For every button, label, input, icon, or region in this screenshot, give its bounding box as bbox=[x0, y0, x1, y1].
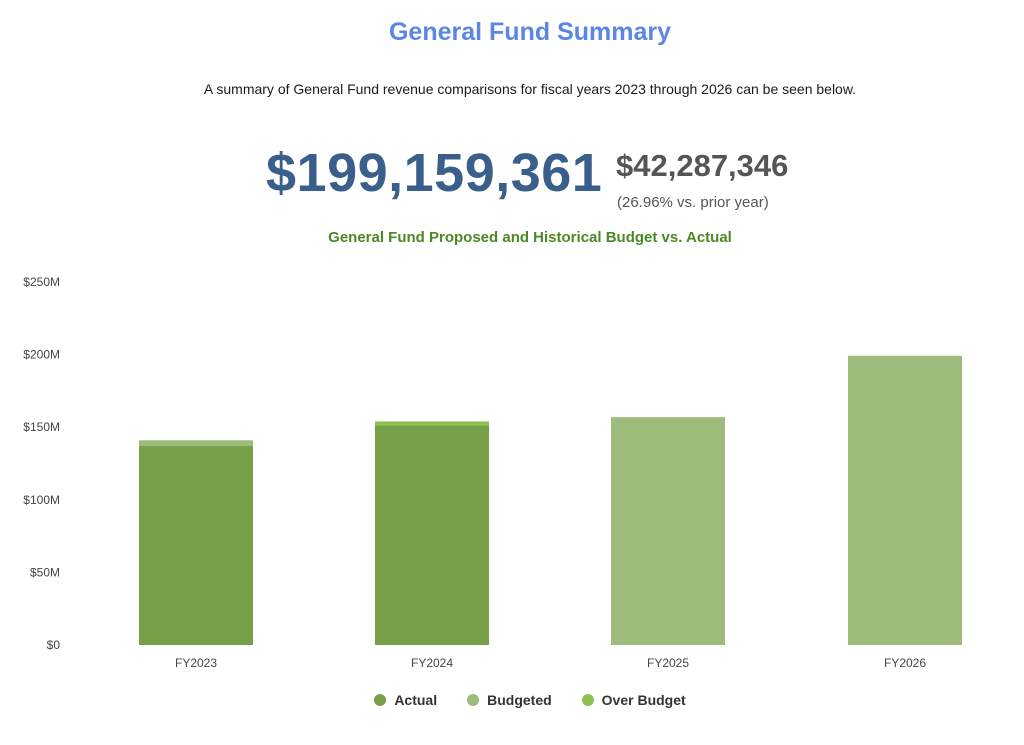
bar-budgeted bbox=[611, 417, 725, 645]
x-tick-label: FY2025 bbox=[647, 656, 689, 670]
y-tick-label: $50M bbox=[30, 565, 60, 579]
legend-swatch-budgeted bbox=[467, 694, 480, 706]
chart-legend: Actual Budgeted Over Budget bbox=[0, 692, 1024, 708]
legend-label-over-budget: Over Budget bbox=[601, 692, 686, 708]
y-tick-label: $100M bbox=[23, 493, 60, 507]
legend-item-actual[interactable]: Actual bbox=[374, 692, 437, 708]
legend-swatch-actual bbox=[374, 694, 387, 706]
chart-title: General Fund Proposed and Historical Bud… bbox=[328, 229, 732, 246]
legend-item-over-budget[interactable]: Over Budget bbox=[581, 692, 686, 708]
legend-swatch-over-budget bbox=[581, 694, 594, 706]
y-tick-label: $0 bbox=[47, 638, 61, 652]
legend-label-budgeted: Budgeted bbox=[487, 692, 552, 708]
total-amount: $199,159,361 bbox=[266, 143, 603, 203]
legend-label-actual: Actual bbox=[394, 692, 438, 708]
y-tick-label: $250M bbox=[23, 275, 60, 289]
y-tick-label: $150M bbox=[23, 420, 60, 434]
x-tick-label: FY2024 bbox=[411, 656, 453, 670]
x-tick-label: FY2026 bbox=[884, 656, 926, 670]
bar-actual bbox=[375, 425, 489, 645]
change-percent: (26.96% vs. prior year) bbox=[617, 194, 769, 211]
x-tick-label: FY2023 bbox=[175, 656, 217, 670]
change-amount: $42,287,346 bbox=[616, 148, 789, 183]
bar-budgeted bbox=[848, 355, 962, 645]
page-title: General Fund Summary bbox=[388, 18, 672, 46]
bar-actual bbox=[139, 446, 253, 645]
page-subtitle: A summary of General Fund revenue compar… bbox=[203, 81, 857, 97]
y-tick-label: $200M bbox=[23, 348, 60, 362]
legend-item-budgeted[interactable]: Budgeted bbox=[467, 692, 552, 708]
